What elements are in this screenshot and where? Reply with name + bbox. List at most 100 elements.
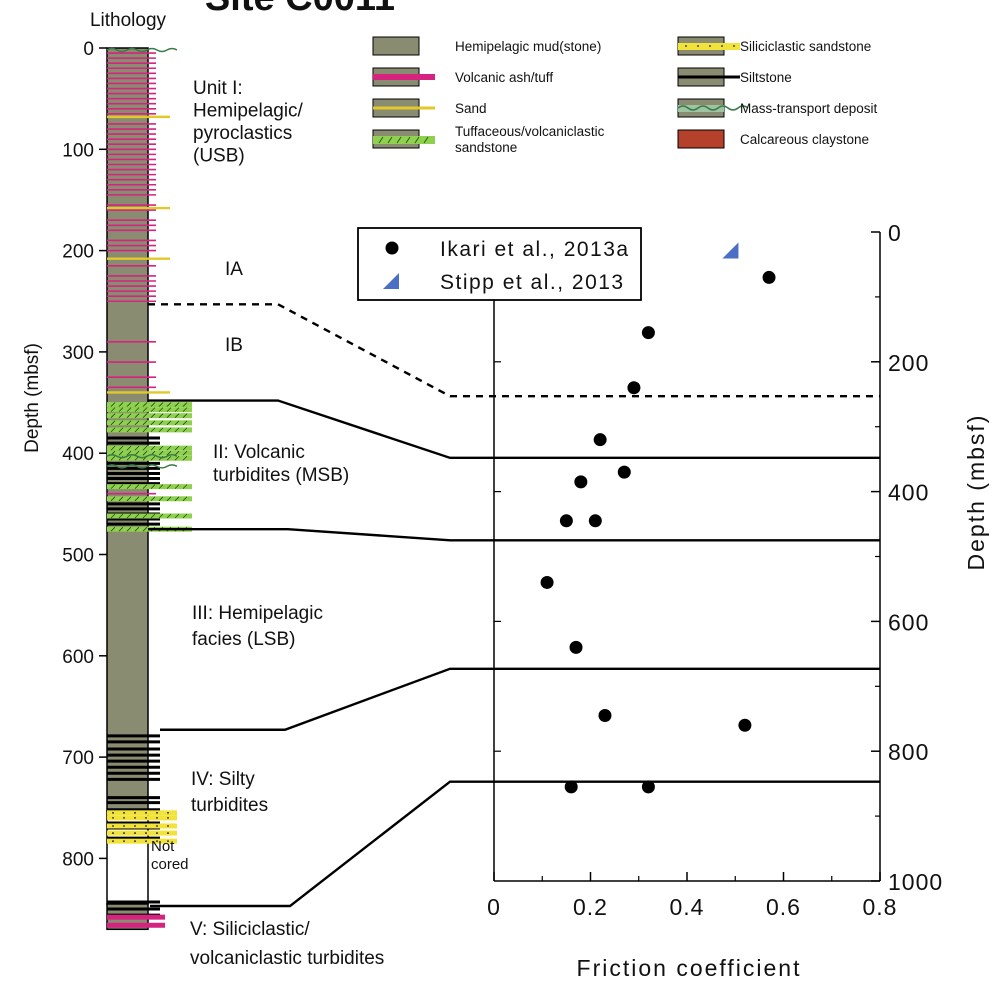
siliciclastic-sandstone-dot xyxy=(112,832,114,834)
tuffaceous-sandstone-hatch xyxy=(182,420,188,426)
tuffaceous-sandstone-hatch xyxy=(182,496,188,502)
siliciclastic-sandstone-dot xyxy=(123,840,125,843)
tuffaceous-sandstone-hatch xyxy=(166,484,172,489)
unit-label-line: Hemipelagic/ xyxy=(193,101,304,122)
tuffaceous-sandstone-hatch xyxy=(174,413,180,419)
siliciclastic-sandstone-layer xyxy=(107,830,177,836)
correlation-line xyxy=(148,527,880,542)
chart-point-ikari xyxy=(627,381,641,395)
tuffaceous-sandstone-hatch xyxy=(134,496,140,502)
lithology-depth-tick-label: 400 xyxy=(62,444,94,465)
lithology-depth-axis: 0 100 200 300 400 500 600 700 800 xyxy=(62,39,107,870)
siliciclastic-sandstone-dot xyxy=(167,832,169,834)
unit-label-line: turbidites xyxy=(191,795,268,816)
tuffaceous-sandstone-hatch xyxy=(142,407,148,412)
tuffaceous-sandstone-hatch xyxy=(174,445,180,451)
chart-point-ikari xyxy=(593,433,607,447)
tuffaceous-sandstone-hatch xyxy=(158,402,164,407)
legend-swatch-band xyxy=(373,74,435,80)
tuffaceous-sandstone-hatch xyxy=(174,455,180,461)
siliciclastic-sandstone-dot xyxy=(156,840,158,843)
tuffaceous-sandstone-hatch xyxy=(182,445,188,451)
tuffaceous-sandstone-hatch xyxy=(118,496,124,502)
siliciclastic-sandstone-dot xyxy=(156,832,158,834)
legend-label: Hemipelagic mud(stone) xyxy=(455,39,601,54)
tuffaceous-sandstone-hatch xyxy=(182,407,188,412)
legend-swatch-hatch xyxy=(423,136,429,144)
unit-label-line: V: Siliciclastic/ xyxy=(190,919,310,940)
tuffaceous-sandstone-hatch xyxy=(182,484,188,489)
siliciclastic-sandstone-dot xyxy=(134,832,136,834)
tuffaceous-sandstone-hatch xyxy=(126,402,132,407)
lithology-depth-tick-label: 200 xyxy=(62,242,94,263)
correlation-line xyxy=(150,780,880,908)
tuffaceous-sandstone-hatch xyxy=(142,420,148,426)
unit-label-line: pyroclastics xyxy=(193,123,292,144)
chart-y-axis: 0 200 400 600 800 1000 xyxy=(494,220,942,895)
tuffaceous-sandstone-hatch xyxy=(166,455,172,461)
chart-y-tick-label: 800 xyxy=(888,739,929,765)
chart-point-ikari xyxy=(588,514,602,528)
tuffaceous-sandstone-hatch xyxy=(110,526,116,532)
tuffaceous-sandstone-fill xyxy=(107,407,192,413)
siliciclastic-sandstone-fill xyxy=(107,810,177,816)
siliciclastic-sandstone-dot xyxy=(145,816,147,819)
legend-swatch-fill xyxy=(677,129,725,149)
tuffaceous-sandstone-hatch xyxy=(182,427,188,433)
tuffaceous-sandstone-hatch xyxy=(110,455,116,461)
tuffaceous-sandstone-hatch xyxy=(158,513,164,519)
tuffaceous-sandstone-hatch xyxy=(150,484,156,489)
legend-swatch-band xyxy=(678,43,740,50)
tuffaceous-sandstone-hatch xyxy=(110,407,116,412)
siliciclastic-sandstone-dot xyxy=(134,816,136,819)
volcanic-ash-bed xyxy=(107,922,165,928)
unit-label-line: IA xyxy=(225,259,243,280)
tuffaceous-sandstone-hatch xyxy=(118,484,124,489)
unit-label-line: (USB) xyxy=(193,146,245,167)
tuffaceous-sandstone-hatch xyxy=(126,455,132,461)
tuffaceous-sandstone-hatch xyxy=(126,413,132,419)
tuffaceous-sandstone-hatch xyxy=(142,513,148,519)
tuffaceous-sandstone-hatch xyxy=(110,496,116,502)
chart-legend-box xyxy=(357,227,642,301)
tuffaceous-sandstone-hatch xyxy=(166,402,172,407)
tuffaceous-sandstone-hatch xyxy=(166,496,172,502)
tuffaceous-sandstone-hatch xyxy=(166,445,172,451)
unit-label-line: volcaniclastic turbidites xyxy=(190,948,384,969)
siliciclastic-sandstone-layer xyxy=(107,838,177,844)
unit-label-line: facies (LSB) xyxy=(192,629,295,650)
mass-transport-layer xyxy=(106,464,178,469)
tuffaceous-sandstone-hatch xyxy=(134,413,140,419)
chart-x-tick-label: 0.4 xyxy=(670,894,705,920)
legend-swatch-hatch xyxy=(378,136,384,144)
tuffaceous-sandstone-hatch xyxy=(126,407,132,412)
chart-point-ikari xyxy=(617,465,631,479)
legend-swatch-band xyxy=(678,75,740,79)
unit-label-line: turbidites (MSB) xyxy=(213,465,349,486)
chart-point-ikari xyxy=(569,640,583,654)
legend-swatch-hatch xyxy=(405,136,411,144)
siliciclastic-sandstone-dot xyxy=(167,816,169,819)
tuffaceous-sandstone-hatch xyxy=(126,445,132,451)
lithology-heading: Lithology xyxy=(90,10,167,31)
siliciclastic-sandstone-dot xyxy=(112,825,114,827)
tuffaceous-sandstone-hatch xyxy=(134,420,140,426)
tuffaceous-sandstone-hatch xyxy=(126,427,132,433)
legend-label: sandstone xyxy=(455,140,517,155)
siliciclastic-sandstone-fill xyxy=(107,838,177,844)
tuffaceous-sandstone-hatch xyxy=(174,402,180,407)
chart-x-axis: 0 0.2 0.4 0.6 0.8 xyxy=(487,872,896,920)
tuffaceous-sandstone-layer xyxy=(107,484,192,490)
tuffaceous-sandstone-layer xyxy=(107,402,192,408)
tuffaceous-sandstone-layer xyxy=(107,496,192,502)
legend-swatch-ash xyxy=(372,67,435,87)
legend-label: Calcareous claystone xyxy=(740,132,869,147)
tuffaceous-sandstone-hatch xyxy=(174,484,180,489)
tuffaceous-sandstone-hatch xyxy=(158,420,164,426)
chart-y-axis-label: Depth (mbsf) xyxy=(963,414,989,571)
tuffaceous-sandstone-hatch xyxy=(142,427,148,433)
tuffaceous-sandstone-hatch xyxy=(118,402,124,407)
tuffaceous-sandstone-hatch xyxy=(166,513,172,519)
tuffaceous-sandstone-layer xyxy=(107,513,192,519)
